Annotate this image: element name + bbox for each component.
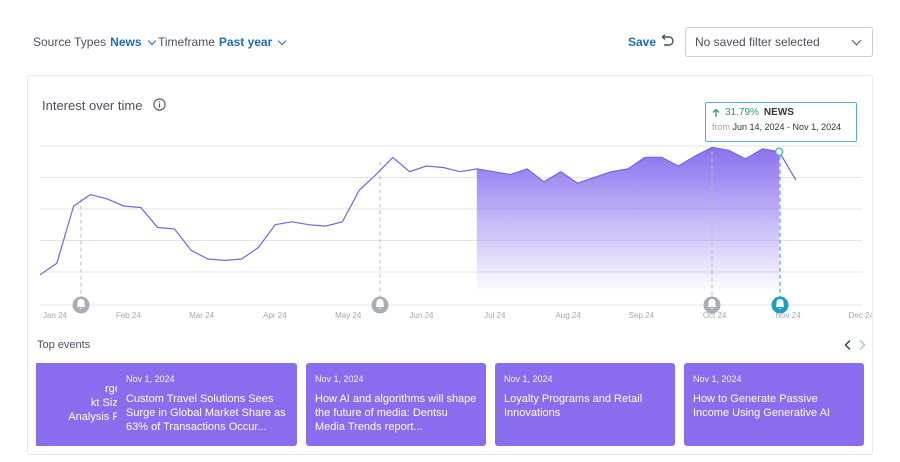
x-tick-label: Dec 24 — [849, 311, 873, 320]
top-events-title: Top events — [37, 339, 91, 351]
filter-bar: Source Types News Timeframe Past year Sa… — [0, 0, 900, 80]
x-tick-label: Aug 24 — [555, 311, 581, 320]
tooltip-from-label: from — [712, 122, 730, 132]
timeframe-value: Past year — [218, 35, 273, 49]
save-button[interactable]: Save — [628, 35, 657, 49]
event-marker-lines — [80, 151, 781, 298]
event-date: Nov 1, 2024 — [693, 374, 742, 384]
chevron-left-icon[interactable] — [843, 339, 853, 351]
x-tick-label: Mar 24 — [189, 311, 214, 320]
interest-chart: Jan 24 Feb 24 Mar 24 Apr 24 May 24 Jun 24 Jul … — [39, 145, 873, 320]
chart-title: Interest over time — [42, 98, 143, 113]
x-tick-label: Apr 24 — [263, 311, 287, 320]
event-card[interactable]: Nov 1, 2024 Loyalty Programs and Retail … — [495, 363, 675, 446]
source-types-value: News — [110, 35, 142, 49]
x-axis: Jan 24 Feb 24 Mar 24 Apr 24 May 24 Jun 24 Jul … — [43, 311, 873, 320]
event-card[interactable]: Nov 1, 2024 Custom Travel Solutions Sees… — [117, 363, 297, 446]
x-tick-label: Feb 24 — [116, 311, 141, 320]
event-title: Custom Travel Solutions Sees Surge in Gl… — [126, 393, 286, 433]
event-title: rged kt Size, Analysis F... — [68, 383, 127, 423]
bell-icon[interactable] — [703, 296, 721, 314]
event-title: Loyalty Programs and Retail Innovations — [504, 393, 643, 419]
chevron-right-icon[interactable] — [857, 339, 867, 351]
change-tooltip: 31.79% NEWS from Jun 14, 2024 - Nov 1, 2… — [705, 102, 857, 142]
event-title: How AI and algorithms will shape the fut… — [315, 393, 477, 433]
highlight-end-point[interactable] — [775, 147, 784, 156]
x-tick-label: Sep 24 — [629, 311, 655, 320]
bell-icon[interactable] — [371, 296, 389, 314]
arrow-up-icon — [712, 108, 720, 117]
chevron-down-icon — [278, 36, 287, 45]
series-line — [39, 146, 797, 276]
x-tick-label: Jan 24 — [43, 311, 68, 320]
event-card[interactable]: Nov 1, 2024 How AI and algorithms will s… — [306, 363, 486, 446]
bell-icon[interactable] — [72, 296, 90, 314]
interest-card: Interest over time Jan 24 Feb 24 Mar 24 Apr… — [27, 75, 873, 455]
saved-filter-value: No saved filter selected — [695, 35, 820, 49]
info-icon[interactable] — [153, 98, 166, 111]
tooltip-source: NEWS — [763, 107, 794, 118]
chevron-down-icon — [147, 36, 156, 45]
event-markers — [72, 296, 789, 314]
saved-filter-select[interactable]: No saved filter selected — [685, 27, 873, 57]
x-tick-label: Jul 24 — [484, 311, 506, 320]
source-types-label: Source Types — [33, 35, 107, 49]
highlight-area — [476, 147, 780, 289]
tooltip-percent: 31.79% — [725, 107, 759, 118]
event-date: Nov 1, 2024 — [504, 374, 553, 384]
tooltip-range: Jun 14, 2024 - Nov 1, 2024 — [732, 122, 842, 132]
event-title: How to Generate Passive Income Using Gen… — [693, 393, 830, 419]
chevron-down-icon — [851, 35, 862, 45]
x-tick-label: Oct 24 — [703, 311, 727, 320]
x-tick-label: Nov 24 — [775, 311, 801, 320]
timeframe-filter[interactable]: Timeframe Past year — [158, 35, 287, 49]
event-date: Nov 1, 2024 — [315, 374, 364, 384]
x-tick-label: May 24 — [335, 311, 362, 320]
source-types-filter[interactable]: Source Types News — [33, 35, 156, 49]
undo-icon[interactable] — [659, 33, 675, 49]
bell-icon[interactable] — [771, 296, 789, 314]
x-tick-label: Jun 24 — [409, 311, 434, 320]
event-date: Nov 1, 2024 — [126, 374, 175, 384]
timeframe-label: Timeframe — [158, 35, 215, 49]
event-card[interactable]: Nov 1, 2024 How to Generate Passive Inco… — [684, 363, 864, 446]
top-events-list: rged kt Size, Analysis F... Nov 1, 2024 … — [36, 363, 866, 446]
